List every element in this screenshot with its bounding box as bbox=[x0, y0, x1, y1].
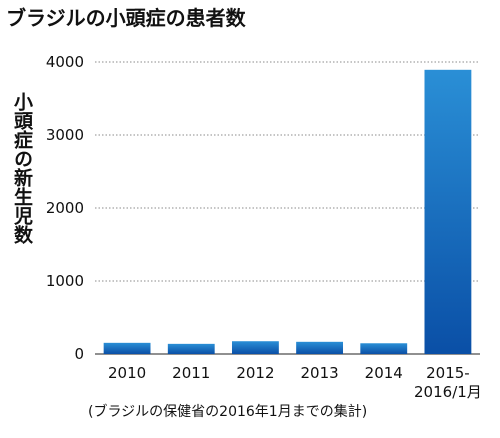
x-tick-label-line: 2013 bbox=[300, 364, 338, 382]
x-tick-label-line: 2012 bbox=[236, 364, 274, 382]
y-tick-label: 2000 bbox=[46, 199, 84, 217]
x-tick-label: 2012 bbox=[236, 364, 274, 382]
x-tick-label: 2015-2016/1月 bbox=[414, 364, 482, 401]
x-tick-label: 2011 bbox=[172, 364, 210, 382]
y-tick-label: 0 bbox=[74, 345, 84, 363]
bar bbox=[424, 69, 472, 354]
y-axis-label: 小頭症の新生児数 bbox=[11, 92, 33, 244]
x-tick-label: 2014 bbox=[365, 364, 403, 382]
x-tick-label: 2010 bbox=[108, 364, 146, 382]
x-tick-label-line: 2015- bbox=[426, 364, 470, 382]
bar bbox=[296, 341, 344, 354]
bar bbox=[360, 343, 408, 354]
x-tick-label: 2013 bbox=[300, 364, 338, 382]
bar bbox=[231, 341, 279, 354]
y-tick-label: 4000 bbox=[46, 53, 84, 71]
x-tick-label-line: 2016/1月 bbox=[414, 383, 482, 401]
y-tick-label: 3000 bbox=[46, 126, 84, 144]
bar bbox=[103, 342, 151, 354]
x-tick-label-line: 2011 bbox=[172, 364, 210, 382]
x-tick-label-line: 2010 bbox=[108, 364, 146, 382]
chart-title: ブラジルの小頭症の患者数 bbox=[6, 6, 246, 30]
bar bbox=[167, 343, 215, 354]
y-tick-label: 1000 bbox=[46, 272, 84, 290]
x-tick-label-line: 2014 bbox=[365, 364, 403, 382]
source-note: (ブラジルの保健省の2016年1月までの集計) bbox=[88, 404, 368, 420]
